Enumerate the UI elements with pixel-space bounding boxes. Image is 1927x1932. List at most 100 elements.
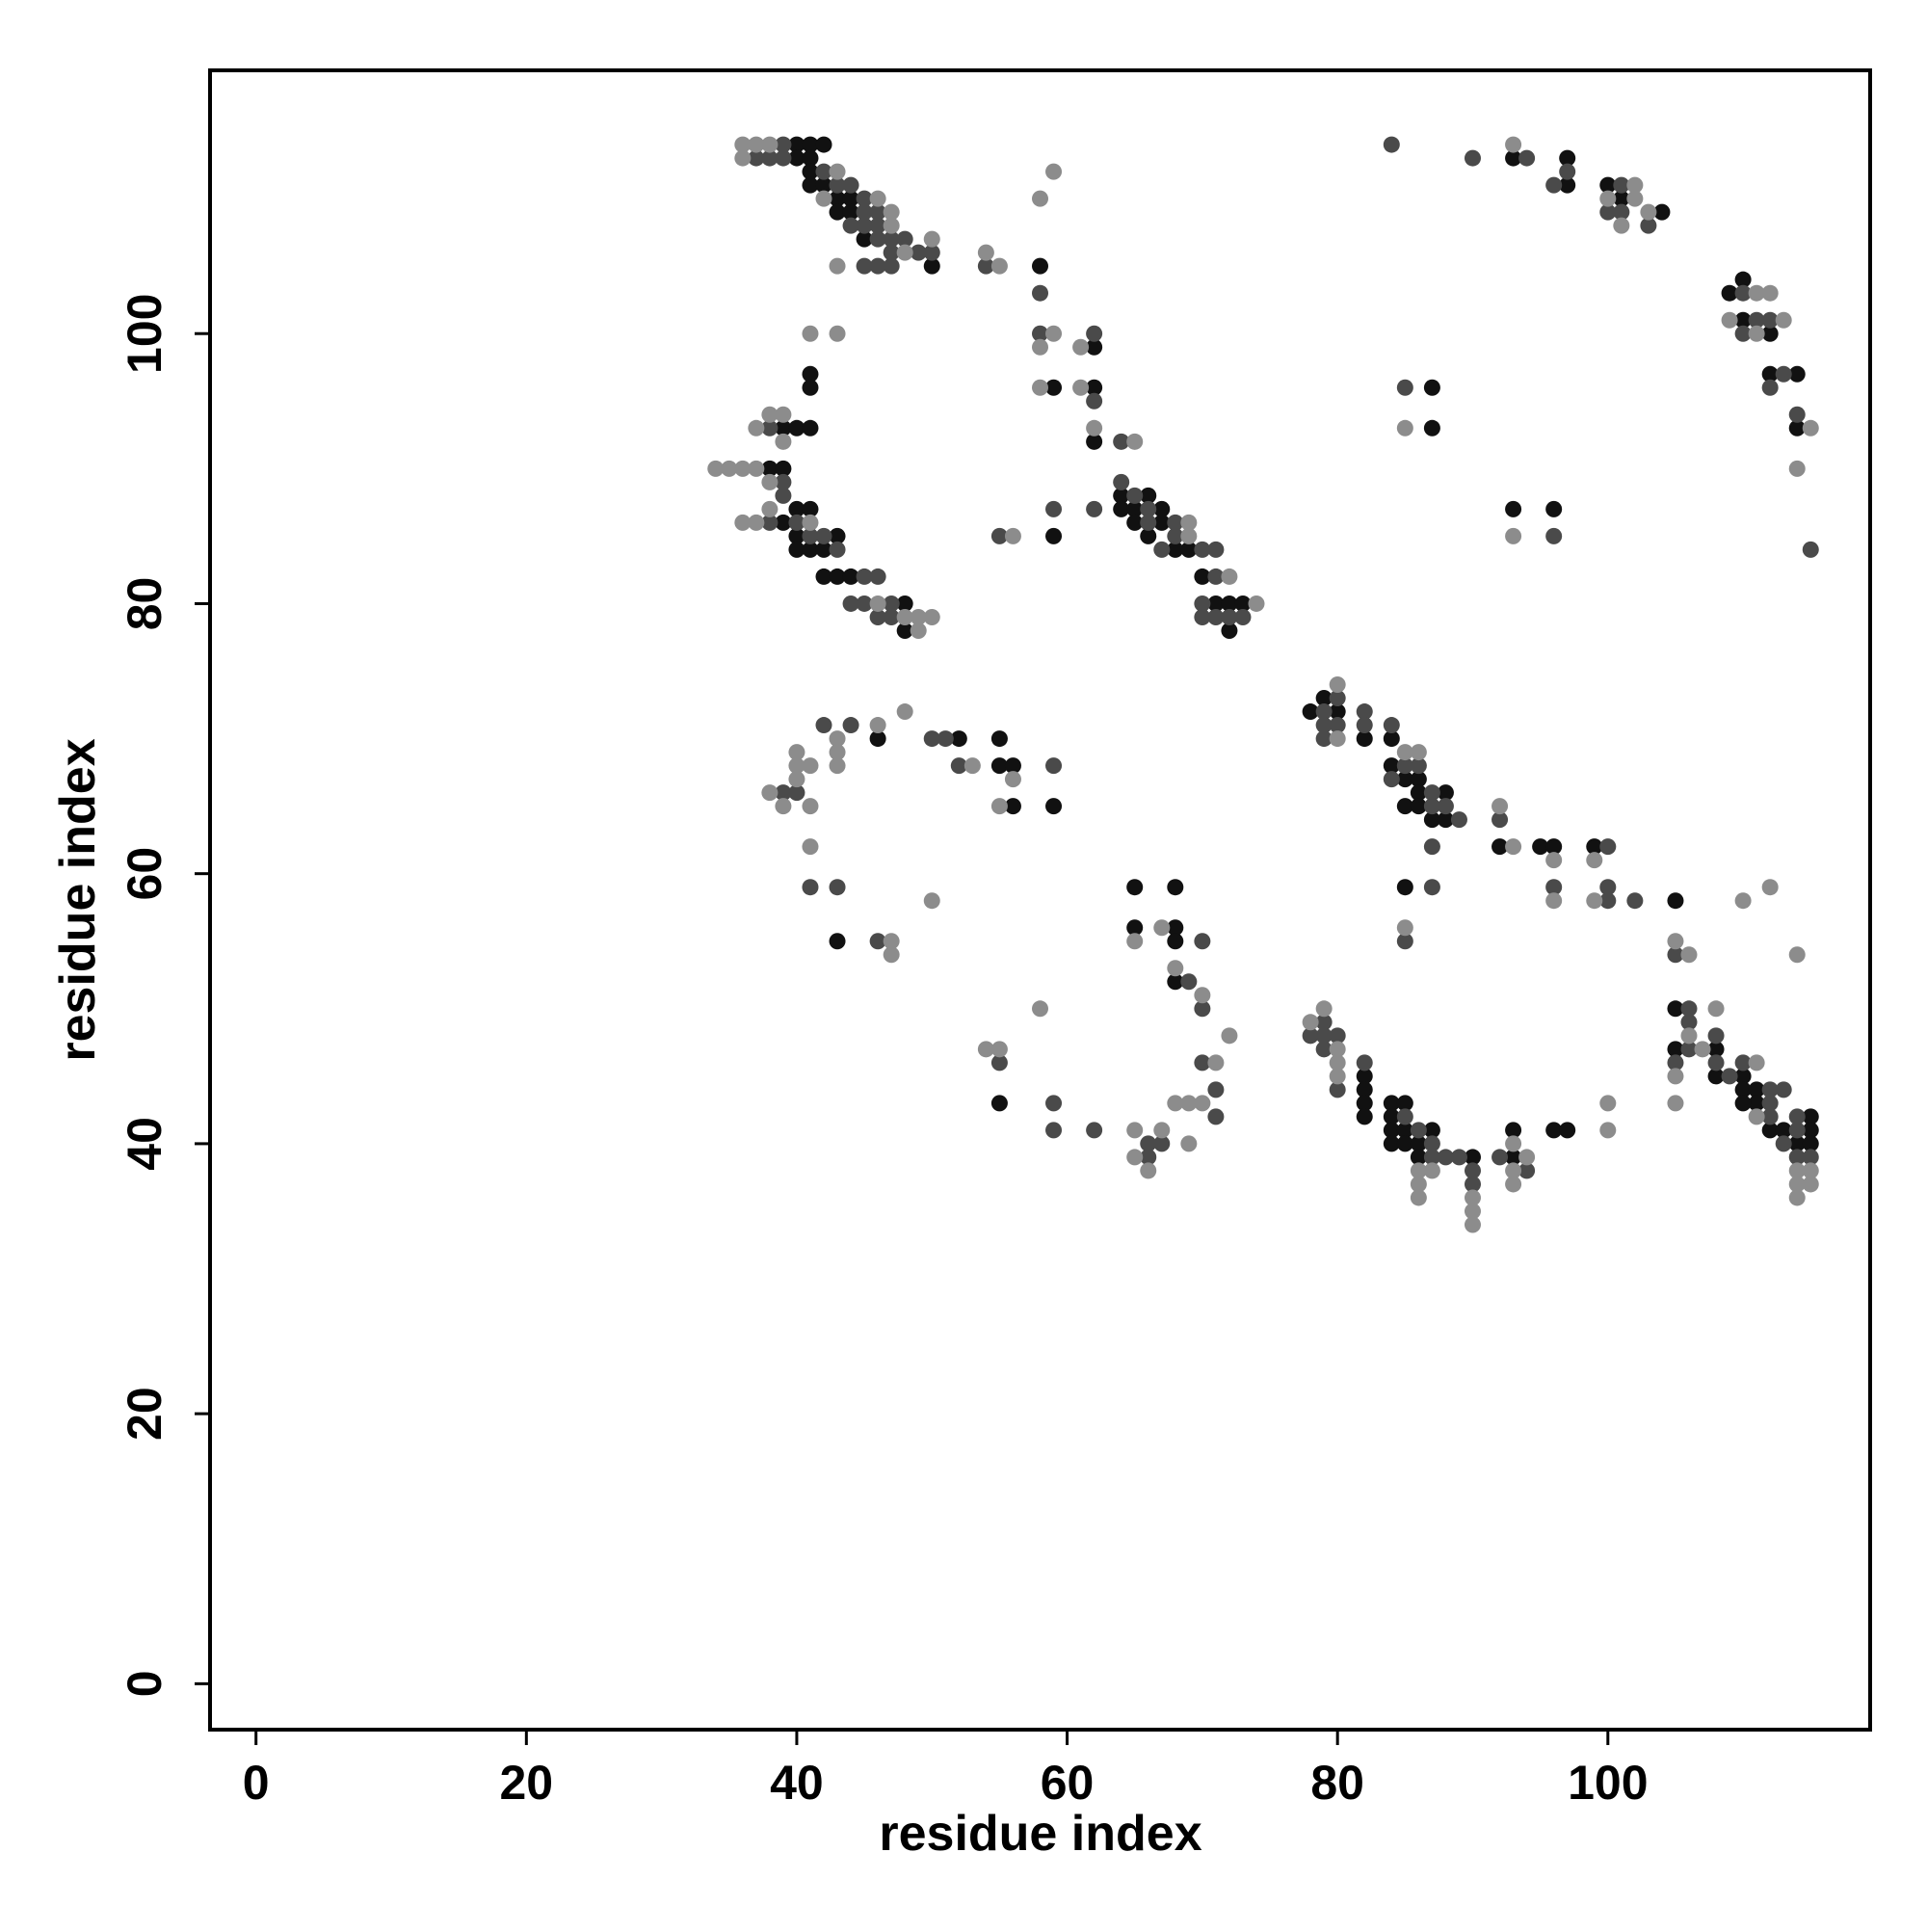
point (1613, 203, 1630, 221)
point (1126, 933, 1144, 950)
point (1410, 1149, 1427, 1166)
point (1545, 838, 1563, 856)
point (1505, 838, 1522, 856)
point (1167, 527, 1184, 544)
point (1667, 933, 1684, 950)
point (1653, 203, 1671, 221)
point (1586, 892, 1603, 910)
point (1788, 1135, 1806, 1152)
point (1180, 973, 1198, 991)
point (1788, 1189, 1806, 1206)
y-tick-label: 80 (118, 577, 172, 631)
point (1032, 1000, 1048, 1018)
point (1545, 892, 1563, 910)
point (829, 541, 846, 558)
point (1707, 1000, 1725, 1018)
point (761, 514, 779, 531)
point (1383, 1122, 1400, 1139)
point (1383, 757, 1400, 775)
point (1464, 1189, 1481, 1206)
point (1072, 338, 1090, 356)
point (1329, 690, 1346, 707)
point (829, 933, 846, 950)
point (1221, 568, 1238, 585)
point (1396, 919, 1413, 937)
point (1761, 284, 1779, 302)
point (829, 257, 846, 275)
point (1396, 879, 1413, 896)
point (1626, 176, 1644, 194)
point (1775, 1122, 1792, 1139)
point (1180, 1095, 1198, 1112)
point (842, 568, 859, 585)
point (977, 244, 994, 261)
point (1396, 771, 1413, 788)
point (1626, 892, 1644, 910)
point (1356, 730, 1373, 748)
point (1423, 1135, 1440, 1152)
point (1748, 1081, 1765, 1098)
point (896, 244, 913, 261)
point (1086, 433, 1103, 450)
point (1167, 1095, 1184, 1112)
point (1423, 784, 1440, 802)
point (802, 838, 819, 856)
point (1329, 1041, 1346, 1058)
point (1721, 284, 1738, 302)
point (1423, 1149, 1440, 1166)
point (802, 136, 819, 153)
point (1126, 879, 1144, 896)
point (1491, 838, 1509, 856)
point (1207, 1108, 1225, 1125)
point (1045, 163, 1063, 180)
point (1221, 595, 1238, 612)
point (1423, 798, 1440, 815)
point (1140, 1162, 1157, 1179)
point (815, 717, 832, 734)
point (1707, 1027, 1725, 1045)
point (1518, 1149, 1536, 1166)
y-axis-title: residue index (50, 738, 106, 1061)
point (1329, 1068, 1346, 1085)
point (1410, 1122, 1427, 1139)
point (748, 136, 765, 153)
point (1613, 217, 1630, 234)
point (802, 527, 819, 544)
point (1396, 1108, 1413, 1125)
point (990, 1095, 1008, 1112)
point (1153, 500, 1171, 517)
point (761, 149, 779, 167)
x-tick-label: 80 (1310, 1756, 1364, 1810)
point (1140, 487, 1157, 504)
point (1423, 811, 1440, 829)
point (1045, 798, 1063, 815)
point (1437, 1149, 1454, 1166)
point (1329, 676, 1346, 694)
point (1126, 487, 1144, 504)
point (788, 514, 805, 531)
point (923, 892, 940, 910)
point (829, 203, 846, 221)
point (761, 136, 779, 153)
point (775, 473, 792, 490)
point (1113, 433, 1130, 450)
point (1153, 919, 1171, 937)
point (1180, 541, 1198, 558)
point (1788, 1149, 1806, 1166)
point (1045, 757, 1063, 775)
point (788, 527, 805, 544)
point (1032, 257, 1048, 275)
point (1356, 1095, 1373, 1112)
point (1194, 1000, 1211, 1018)
point (1586, 838, 1603, 856)
point (1207, 595, 1225, 612)
point (923, 730, 940, 748)
point (1761, 879, 1779, 896)
point (1545, 176, 1563, 194)
point (1356, 1108, 1373, 1125)
point (1315, 1041, 1333, 1058)
point (883, 203, 900, 221)
point (1802, 1149, 1819, 1166)
y-tick-label: 20 (118, 1387, 172, 1441)
point (707, 460, 725, 477)
